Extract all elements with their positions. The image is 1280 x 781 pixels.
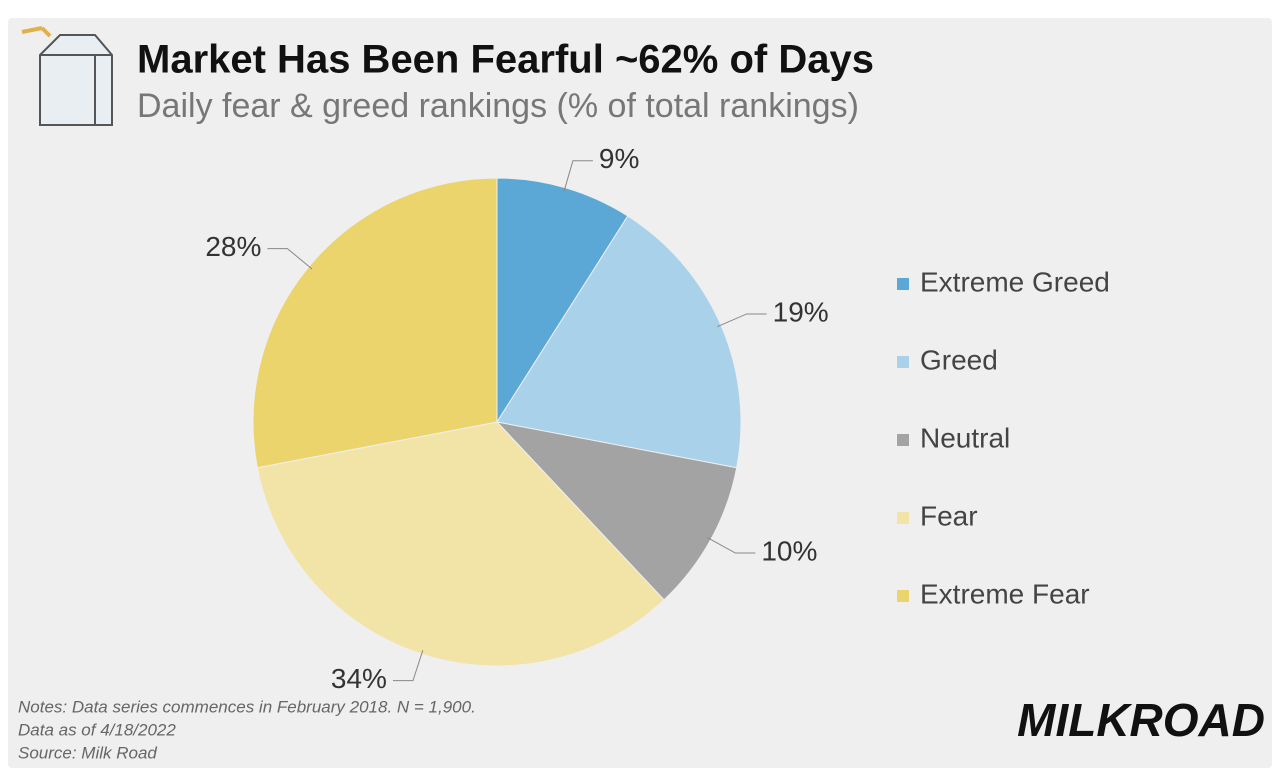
legend-label: Neutral <box>920 422 1010 453</box>
data-label: 34% <box>331 663 387 694</box>
data-label: 10% <box>761 535 817 566</box>
legend-swatch <box>897 356 909 368</box>
legend-label: Extreme Greed <box>920 266 1110 297</box>
leader-line <box>707 537 756 554</box>
legend-swatch <box>897 590 909 602</box>
leader-line <box>717 313 767 328</box>
legend-swatch <box>897 512 909 524</box>
data-label: 28% <box>205 231 261 262</box>
legend-label: Extreme Fear <box>920 578 1090 609</box>
chart-subtitle: Daily fear & greed rankings (% of total … <box>137 87 859 125</box>
legend-label: Fear <box>920 500 978 531</box>
legend-swatch <box>897 278 909 290</box>
leader-line <box>392 650 424 682</box>
legend-swatch <box>897 434 909 446</box>
legend-label: Greed <box>920 344 998 375</box>
data-label: 9% <box>599 143 639 174</box>
leader-line <box>563 160 593 192</box>
brand-logo: MILKROAD <box>1017 694 1265 746</box>
note: Data as of 4/18/2022 <box>18 720 176 739</box>
data-label: 19% <box>773 296 829 327</box>
note: Notes: Data series commences in February… <box>18 697 476 716</box>
milk-carton-icon <box>21 26 113 126</box>
note: Source: Milk Road <box>18 743 157 762</box>
chart-title: Market Has Been Fearful ~62% of Days <box>137 38 874 82</box>
leader-line <box>267 248 313 270</box>
